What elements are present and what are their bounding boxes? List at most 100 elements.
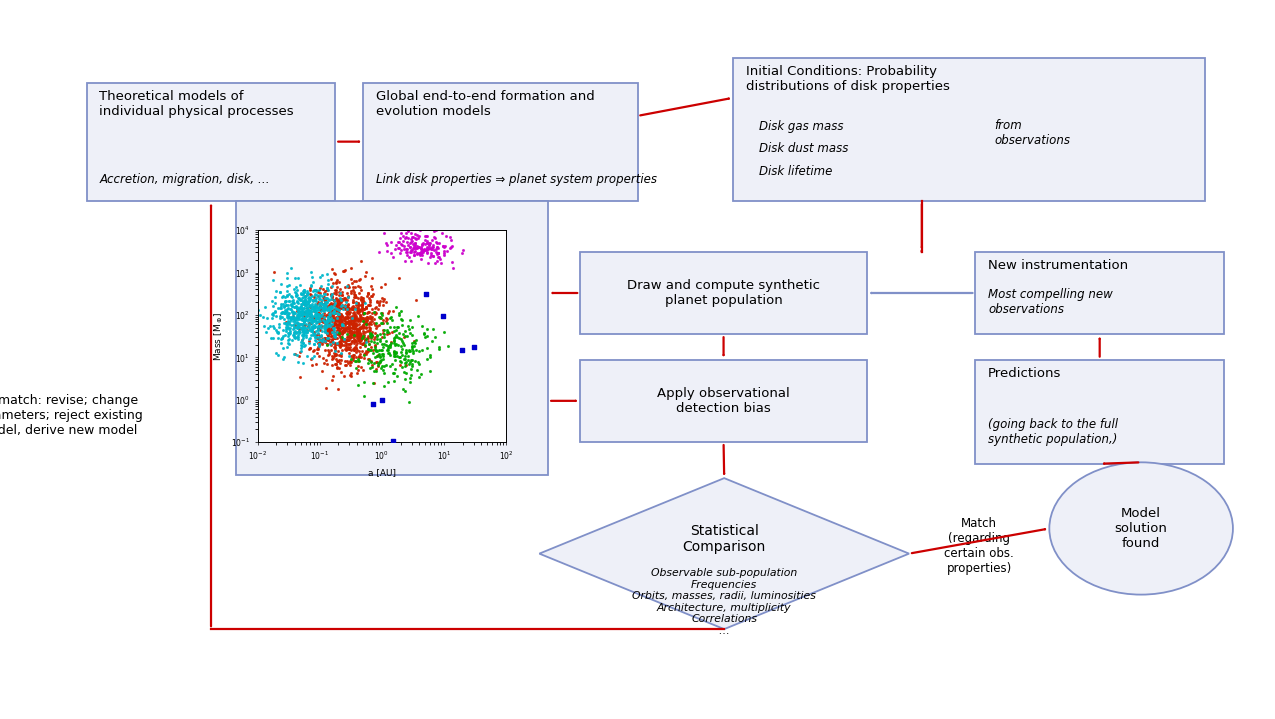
- Point: [332, 320, 352, 331]
- Point: [390, 306, 411, 317]
- Point: [428, 237, 449, 249]
- Point: [337, 308, 357, 320]
- Point: [391, 335, 412, 347]
- Point: [302, 311, 323, 322]
- Point: [319, 320, 339, 331]
- Point: [358, 330, 379, 342]
- Point: [376, 315, 397, 326]
- Point: [404, 338, 425, 349]
- FancyBboxPatch shape: [580, 252, 867, 334]
- Point: [411, 242, 431, 253]
- Point: [292, 323, 312, 334]
- Point: [363, 288, 384, 299]
- Point: [342, 370, 362, 382]
- Point: [342, 329, 362, 340]
- Point: [352, 345, 372, 357]
- Point: [283, 310, 303, 321]
- Point: [335, 324, 356, 335]
- Point: [317, 325, 338, 336]
- Point: [329, 319, 349, 331]
- Point: [370, 336, 390, 347]
- Point: [332, 338, 352, 349]
- Point: [370, 334, 390, 345]
- Point: [339, 330, 360, 342]
- Point: [323, 353, 343, 365]
- Point: [370, 312, 390, 324]
- Point: [402, 343, 422, 354]
- Point: [337, 355, 357, 367]
- Point: [312, 365, 333, 377]
- Point: [279, 323, 300, 334]
- Point: [353, 331, 374, 342]
- Point: [344, 315, 365, 326]
- Point: [417, 247, 437, 258]
- Point: [314, 303, 334, 314]
- Point: [329, 304, 349, 316]
- Point: [339, 303, 360, 314]
- Point: [337, 335, 357, 347]
- Point: [328, 307, 348, 319]
- Point: [293, 302, 314, 313]
- Point: [358, 321, 379, 333]
- Point: [422, 243, 442, 255]
- Point: [332, 293, 352, 305]
- Point: [343, 320, 363, 331]
- Point: [434, 241, 454, 252]
- Point: [324, 318, 344, 329]
- Point: [321, 330, 342, 342]
- Point: [384, 335, 404, 347]
- Point: [390, 351, 411, 362]
- Point: [338, 305, 358, 316]
- Point: [316, 338, 337, 349]
- Point: [395, 357, 416, 368]
- Point: [330, 287, 351, 298]
- Point: [342, 303, 362, 315]
- Point: [358, 288, 379, 300]
- Point: [337, 328, 357, 339]
- Point: [320, 336, 340, 347]
- Point: [306, 300, 326, 311]
- Point: [333, 318, 353, 329]
- Point: [260, 321, 280, 332]
- Point: [357, 290, 377, 302]
- Point: [306, 309, 326, 321]
- Point: [354, 348, 375, 360]
- Point: [332, 319, 352, 330]
- Point: [296, 319, 316, 330]
- Point: [297, 298, 317, 309]
- Point: [335, 299, 356, 311]
- Point: [434, 247, 454, 258]
- Point: [376, 360, 397, 371]
- Point: [309, 302, 329, 313]
- Point: [307, 311, 328, 323]
- Point: [329, 311, 349, 323]
- Point: [326, 318, 347, 329]
- Point: [334, 316, 354, 327]
- Point: [287, 306, 307, 317]
- Point: [377, 245, 398, 257]
- Point: [321, 360, 342, 371]
- Point: [352, 299, 372, 311]
- Point: [333, 322, 353, 334]
- Point: [333, 319, 353, 331]
- Point: [348, 306, 368, 318]
- Point: [272, 332, 292, 344]
- Point: [295, 322, 315, 334]
- Point: [403, 346, 423, 357]
- Point: [390, 238, 411, 249]
- Point: [277, 318, 297, 329]
- Point: [298, 291, 319, 303]
- Point: [342, 310, 362, 321]
- Point: [288, 322, 309, 334]
- Point: [334, 292, 354, 303]
- Point: [351, 331, 371, 343]
- Point: [340, 370, 361, 381]
- Point: [293, 313, 314, 325]
- Point: [275, 306, 296, 318]
- Point: [343, 354, 363, 366]
- Point: [306, 312, 326, 324]
- Point: [344, 334, 365, 346]
- Point: [332, 314, 352, 326]
- Point: [282, 292, 302, 303]
- Point: [356, 334, 376, 345]
